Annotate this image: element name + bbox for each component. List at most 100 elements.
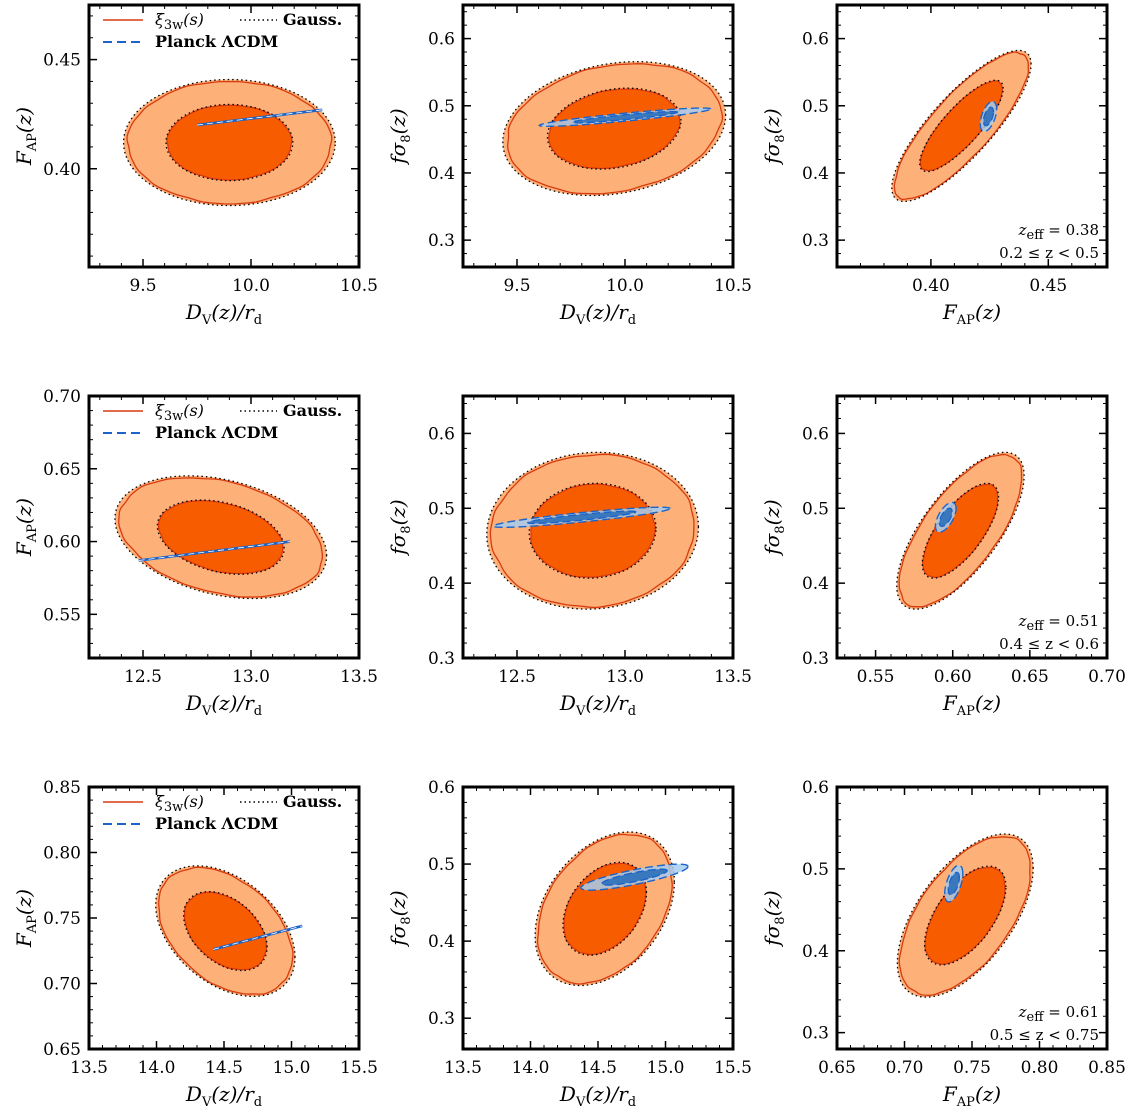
panel-r2c1: 12.5 13.0 13.5 0.55 0.60 0.65 0.70 DV(z)/rd FAP(… <box>12 387 378 719</box>
x-axis-label: FAP(z) <box>942 691 1001 719</box>
plot-area <box>896 833 1034 998</box>
x-tick-label: 14.0 <box>138 1058 176 1078</box>
plot-area <box>122 78 336 207</box>
y-tick-label: 0.6 <box>802 778 829 798</box>
y-tick-label: 0.5 <box>802 860 829 880</box>
y-tick-label: 0.4 <box>802 942 829 962</box>
legend: ξ3w(s) Gauss. Planck ΛCDM <box>103 10 342 51</box>
plot-area <box>502 61 727 197</box>
legend-gauss-label: Gauss. <box>283 10 342 29</box>
x-tick-label: 0.75 <box>953 1058 991 1078</box>
z-range-label: 0.5 ≤ z < 0.75 <box>990 1026 1099 1044</box>
x-tick-label: 10.5 <box>714 276 752 296</box>
legend-xi3w-label: ξ3w(s) <box>155 10 204 33</box>
planck-lcdm-1sigma-contour <box>527 510 637 525</box>
y-tick-label: 0.5 <box>428 855 455 875</box>
axes-frame <box>87 3 361 269</box>
legend-planck-label: Planck ΛCDM <box>155 423 278 442</box>
zeff-label: zeff = 0.61 <box>1018 1003 1099 1025</box>
x-tick-label: 0.60 <box>934 667 972 687</box>
y-tick-label: 0.55 <box>43 605 81 625</box>
plot-area <box>534 831 689 987</box>
y-tick-label: 0.6 <box>428 778 455 798</box>
legend: ξ3w(s) Gauss. Planck ΛCDM <box>103 401 342 442</box>
x-tick-label: 14.5 <box>205 1058 243 1078</box>
x-tick-label: 9.5 <box>129 276 156 296</box>
legend-xi3w-label: ξ3w(s) <box>155 792 204 815</box>
x-axis-label: DV(z)/rd <box>185 300 262 328</box>
y-axis-label: FAP(z) <box>12 107 40 166</box>
gauss-2sigma-contour <box>502 61 727 197</box>
y-tick-label: 0.5 <box>428 499 455 519</box>
x-tick-label: 15.5 <box>714 1058 752 1078</box>
y-tick-label: 0.5 <box>802 499 829 519</box>
y-tick-label: 0.3 <box>802 231 829 251</box>
y-tick-label: 0.6 <box>802 424 829 444</box>
planck-lcdm-1sigma-contour <box>571 110 679 124</box>
y-tick-label: 0.65 <box>43 1040 81 1060</box>
redshift-annotation: zeff = 0.610.5 ≤ z < 0.75 <box>990 1003 1099 1044</box>
panel-r1c3: 0.40 0.45 0.3 0.4 0.5 0.6 FAP(z) fσ8(z) zeff = 0… <box>760 3 1109 328</box>
x-tick-label: 13.5 <box>70 1058 108 1078</box>
plot-area <box>891 49 1032 203</box>
y-tick-label: 0.4 <box>428 932 455 952</box>
y-tick-label: 0.65 <box>43 460 81 480</box>
x-tick-label: 13.5 <box>444 1058 482 1078</box>
gauss-2sigma-contour <box>896 451 1025 610</box>
y-tick-label: 0.40 <box>43 160 81 180</box>
y-tick-label: 0.60 <box>43 533 81 553</box>
x-axis-label: DV(z)/rd <box>559 691 636 719</box>
x-tick-label: 10.0 <box>606 276 644 296</box>
y-tick-label: 0.6 <box>428 424 455 444</box>
planck-lcdm-1sigma-contour <box>601 868 668 886</box>
x-tick-label: 0.40 <box>912 276 950 296</box>
y-tick-label: 0.3 <box>428 231 455 251</box>
y-tick-label: 0.4 <box>428 164 455 184</box>
planck-lcdm-1sigma-contour <box>947 871 961 896</box>
x-tick-label: 13.0 <box>606 667 644 687</box>
planck-lcdm-1sigma-contour <box>982 106 995 127</box>
panel-r2c2: 12.5 13.0 13.5 0.3 0.4 0.5 0.6 DV(z)/rd fσ8(z) <box>386 394 752 719</box>
panel-r1c2: 9.5 10.0 10.5 0.3 0.4 0.5 0.6 DV(z)/rd fσ8(z) <box>386 3 752 328</box>
y-tick-label: 0.70 <box>43 975 81 995</box>
y-tick-label: 0.4 <box>428 574 455 594</box>
y-tick-label: 0.45 <box>43 51 81 71</box>
x-tick-label: 15.0 <box>647 1058 685 1078</box>
x-axis-label: DV(z)/rd <box>185 691 262 719</box>
x-axis-label: FAP(z) <box>942 1082 1001 1110</box>
x-tick-label: 12.5 <box>498 667 536 687</box>
y-tick-label: 0.3 <box>428 1009 455 1029</box>
gauss-2sigma-contour <box>891 49 1032 203</box>
y-tick-label: 0.5 <box>428 97 455 117</box>
x-tick-label: 15.5 <box>340 1058 378 1078</box>
x-tick-label: 0.70 <box>886 1058 924 1078</box>
panel-r3c2: 13.5 14.0 14.5 15.0 15.5 0.3 0.4 0.5 0.6 DV(z)/rd… <box>386 778 752 1110</box>
y-axis-label: fσ8(z) <box>760 108 788 166</box>
x-tick-label: 14.5 <box>579 1058 617 1078</box>
legend-gauss-label: Gauss. <box>283 401 342 420</box>
x-axis-label: DV(z)/rd <box>185 1082 262 1110</box>
z-range-label: 0.2 ≤ z < 0.5 <box>999 244 1099 262</box>
redshift-annotation: zeff = 0.510.4 ≤ z < 0.6 <box>999 612 1099 653</box>
x-tick-label: 0.55 <box>857 667 895 687</box>
gauss-1sigma-contour <box>528 482 657 579</box>
x-axis-label: FAP(z) <box>942 300 1001 328</box>
x-axis-label: DV(z)/rd <box>559 1082 636 1110</box>
plot-area <box>155 865 303 998</box>
y-axis-label: fσ8(z) <box>760 499 788 557</box>
zeff-label: zeff = 0.38 <box>1018 221 1099 243</box>
xi3w-1sigma-contour <box>548 88 681 170</box>
x-tick-label: 13.5 <box>714 667 752 687</box>
x-axis-label: DV(z)/rd <box>559 300 636 328</box>
plot-area <box>896 451 1025 610</box>
y-axis-label: fσ8(z) <box>386 499 414 557</box>
y-tick-label: 0.3 <box>428 649 455 669</box>
axes-frame <box>461 3 735 269</box>
y-tick-label: 0.80 <box>43 844 81 864</box>
axes-frame <box>835 394 1109 660</box>
gauss-2sigma-contour <box>114 475 328 600</box>
x-tick-label: 0.45 <box>1029 276 1067 296</box>
planck-lcdm-dash <box>196 109 323 126</box>
gauss-1sigma-contour <box>165 103 294 182</box>
